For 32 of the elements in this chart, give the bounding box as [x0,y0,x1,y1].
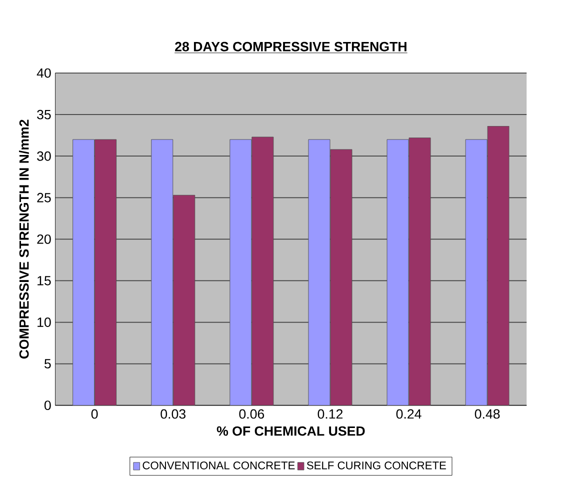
y-tick-label: 10 [38,318,51,327]
y-tick-label: 5 [44,359,51,368]
y-tick-label: 20 [37,234,51,244]
bar [408,138,431,406]
legend-label: CONVENTIONAL CONCRETE [142,462,295,470]
y-tick-label: 35 [37,110,51,120]
y-tick-label: 40 [36,68,51,78]
x-axis-title: % OF CHEMICAL USED [216,426,365,436]
x-tick-label: 0.06 [239,409,264,419]
x-tick-label: 0.12 [318,409,343,419]
bar [173,194,196,406]
bar [487,126,510,406]
y-tick-label: 25 [37,192,51,202]
y-tick-label: 15 [38,276,51,286]
legend-label: SELF CURING CONCRETE [306,462,446,470]
bar [252,136,274,406]
bar [94,139,117,406]
x-tick-label: 0.24 [396,409,422,419]
bar [330,149,352,406]
bar [465,139,488,406]
y-axis-title: COMPRESSIVE STRENGTH IN N/mm2 [19,120,29,359]
bar [386,139,409,406]
y-tick-label: 30 [37,151,51,161]
x-tick-label: 0.03 [160,409,186,419]
bar [230,139,252,406]
bar [151,139,174,406]
chart-title: 28 DAYS COMPRESSIVE STRENGTH [175,42,406,52]
bar [308,139,330,406]
bar [72,139,95,406]
x-tick-label: 0.48 [474,409,500,419]
x-tick-label: 0 [91,409,98,419]
y-tick-label: 0 [44,400,51,410]
